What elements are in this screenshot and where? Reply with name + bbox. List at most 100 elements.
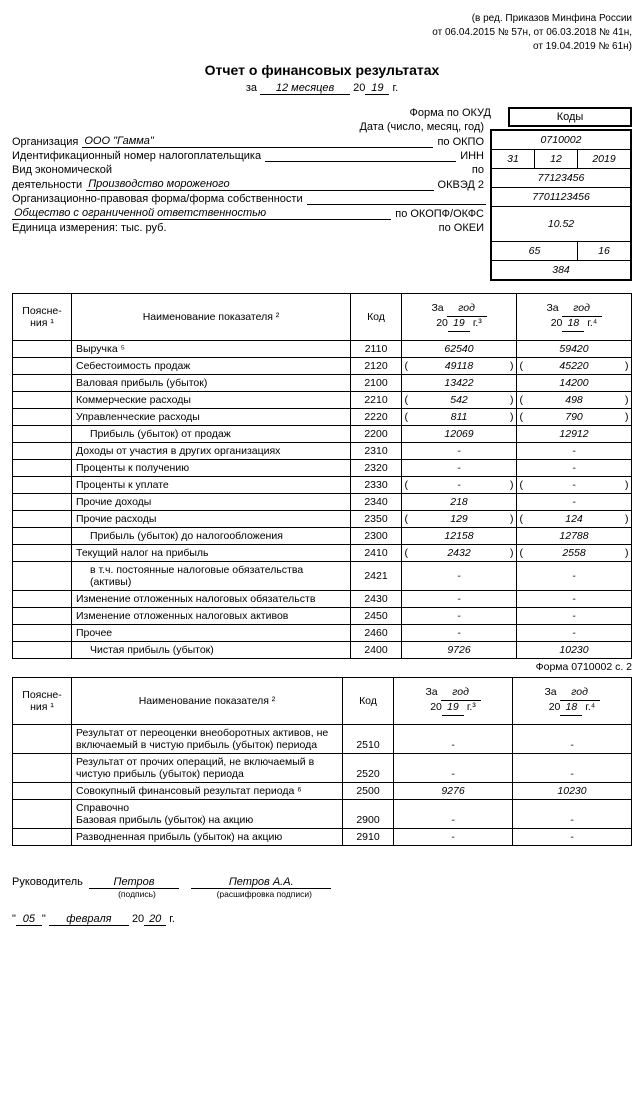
table-row: Текущий налог на прибыль2410(2432)(2558) (13, 545, 632, 562)
code-cell: 2910 (343, 829, 394, 846)
th-code: Код (343, 678, 394, 725)
paren: ( (517, 409, 524, 426)
okved-label1: по (472, 164, 484, 176)
name-cell: Прочие доходы (72, 494, 351, 511)
paren: ) (625, 409, 632, 426)
name-cell: Прибыль (убыток) до налогообложения (72, 528, 351, 545)
inn-code-label: ИНН (460, 150, 484, 162)
explain-cell (13, 754, 72, 783)
value-cell: - (408, 562, 510, 591)
main-table-1: Поясне- ния ¹ Наименование показателя ² … (12, 293, 632, 659)
date-label: Дата (число, месяц, год) (359, 121, 484, 133)
header-block: Коды 0710002 31 12 2019 77123456 7701123… (12, 107, 632, 281)
note-line: от 19.04.2019 № 61н) (12, 40, 632, 54)
paren (625, 375, 632, 392)
value-cell: 2558 (523, 545, 625, 562)
act-value: Производство мороженого (86, 178, 433, 191)
okved-label2: ОКВЭД 2 (438, 179, 484, 191)
okei-label: по ОКЕИ (439, 222, 484, 234)
paren: ( (402, 545, 409, 562)
value-cell: - (523, 443, 625, 460)
value-cell: - (408, 608, 510, 625)
org-label: Организация (12, 136, 78, 148)
period-za: за (246, 82, 257, 94)
sig-g: г. (169, 913, 175, 925)
explain-cell (13, 528, 72, 545)
paren: ( (402, 477, 409, 494)
code-cell: 2500 (343, 783, 394, 800)
th-period2: За год 2018 г.⁴ (517, 294, 632, 341)
value-cell: - (394, 725, 513, 754)
paren (625, 341, 632, 358)
date-y: 2019 (578, 150, 632, 169)
explain-cell (13, 800, 72, 829)
table-row: Выручка ⁵21106254059420 (13, 341, 632, 358)
okud-label: Форма по ОКУД (410, 107, 492, 119)
code-cell: 2460 (351, 625, 402, 642)
value-cell: - (408, 591, 510, 608)
value-cell: - (523, 591, 625, 608)
code-cell: 2220 (351, 409, 402, 426)
paren: ( (402, 409, 409, 426)
paren (625, 562, 632, 591)
table-row: Проценты к получению2320-- (13, 460, 632, 477)
explain-cell (13, 409, 72, 426)
codes-table: 0710002 31 12 2019 77123456 7701123456 1… (490, 129, 632, 281)
act-label1: Вид экономической (12, 164, 112, 176)
table-row: Изменение отложенных налоговых обязатель… (13, 591, 632, 608)
signature: Петров (89, 876, 179, 889)
value-cell: 2432 (408, 545, 510, 562)
sign-sub: (подпись) (92, 889, 182, 899)
value-cell: - (513, 725, 632, 754)
explain-cell (13, 426, 72, 443)
paren: ) (625, 477, 632, 494)
value-cell: 498 (523, 392, 625, 409)
note-line: от 06.04.2015 № 57н, от 06.03.2018 № 41н… (12, 26, 632, 40)
explain-cell (13, 725, 72, 754)
name-cell: Результат от переоценки внеоборотных акт… (72, 725, 343, 754)
paren (625, 528, 632, 545)
value-cell: - (513, 754, 632, 783)
paren (625, 642, 632, 659)
paren (625, 608, 632, 625)
paren (625, 591, 632, 608)
th-period1: За год 2019 г.³ (402, 294, 517, 341)
act-label2: деятельности (12, 179, 82, 191)
name-cell: Проценты к уплате (72, 477, 351, 494)
name-sub: (расшифровка подписи) (194, 889, 334, 899)
explain-cell (13, 392, 72, 409)
date-d: 31 (491, 150, 535, 169)
value-cell: - (394, 800, 513, 829)
value-cell: 9276 (394, 783, 513, 800)
code-cell: 2400 (351, 642, 402, 659)
code-cell: 2210 (351, 392, 402, 409)
table-row: Прибыль (убыток) от продаж22001206912912 (13, 426, 632, 443)
explain-cell (13, 642, 72, 659)
value-cell: 14200 (523, 375, 625, 392)
name-cell: Разводненная прибыль (убыток) на акцию (72, 829, 343, 846)
opf-value: Общество с ограниченной ответственностью (12, 207, 391, 220)
name-cell: Коммерческие расходы (72, 392, 351, 409)
value-cell: 49118 (408, 358, 510, 375)
note-line: (в ред. Приказов Минфина России (12, 12, 632, 26)
paren: ) (625, 511, 632, 528)
code-cell: 2450 (351, 608, 402, 625)
value-cell: 59420 (523, 341, 625, 358)
explain-cell (13, 477, 72, 494)
table-row: Прочие доходы2340218- (13, 494, 632, 511)
name-cell: Чистая прибыль (убыток) (72, 642, 351, 659)
table-row: Чистая прибыль (убыток)2400972610230 (13, 642, 632, 659)
name-cell: Результат от прочих операций, не включае… (72, 754, 343, 783)
explain-cell (13, 375, 72, 392)
table-row: Прибыль (убыток) до налогообложения23001… (13, 528, 632, 545)
paren: ( (402, 358, 409, 375)
explain-cell (13, 460, 72, 477)
code-cell: 2340 (351, 494, 402, 511)
name-cell: Изменение отложенных налоговых обязатель… (72, 591, 351, 608)
value-cell: 13422 (408, 375, 510, 392)
value-cell: 12788 (523, 528, 625, 545)
paren: ) (625, 358, 632, 375)
explain-cell (13, 341, 72, 358)
value-cell: 124 (523, 511, 625, 528)
sig-yy: 20 (144, 913, 166, 926)
